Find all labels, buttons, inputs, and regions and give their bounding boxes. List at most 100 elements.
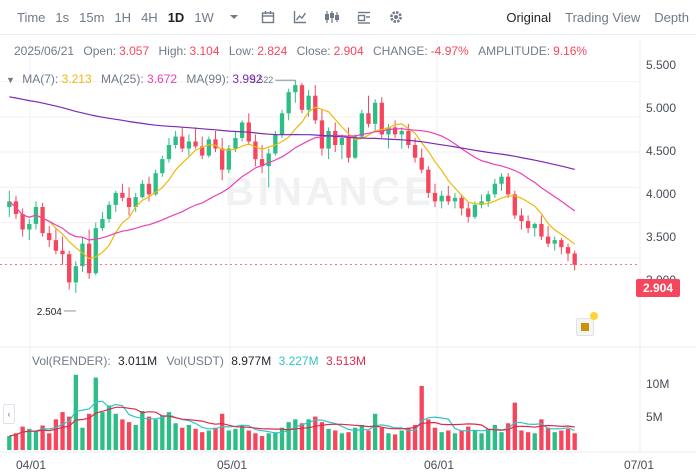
volume-bar bbox=[40, 425, 45, 450]
candle-body bbox=[266, 153, 271, 167]
volume-bar bbox=[33, 430, 39, 450]
volume-bar bbox=[80, 427, 85, 450]
volume-bar bbox=[412, 424, 418, 450]
layout-settings-icon[interactable] bbox=[353, 6, 375, 28]
candle-body bbox=[359, 113, 364, 137]
scroll-left-handle[interactable]: ‹ bbox=[3, 404, 15, 424]
candle-body bbox=[47, 233, 52, 241]
candle-body bbox=[120, 192, 125, 198]
candle-body bbox=[412, 145, 418, 158]
chart-toolbar: Time 1s 15m 1H 4H 1D 1W Original Trading… bbox=[0, 0, 696, 35]
candle-body bbox=[326, 130, 331, 149]
tab-original[interactable]: Original bbox=[506, 9, 552, 25]
volume-bar bbox=[13, 433, 19, 450]
notes-icon[interactable] bbox=[576, 318, 594, 336]
volume-bar bbox=[86, 413, 92, 450]
volume-bar bbox=[506, 423, 511, 450]
candle-body bbox=[519, 215, 524, 222]
volume-bar bbox=[359, 424, 364, 450]
volume-bar bbox=[479, 433, 484, 450]
high-marker-label: 5.522 bbox=[251, 75, 274, 85]
candlestick-type-icon[interactable] bbox=[321, 6, 343, 28]
interval-time[interactable]: Time bbox=[17, 9, 46, 25]
candle-body bbox=[333, 130, 338, 146]
volume-bar bbox=[565, 428, 571, 450]
interval-1h[interactable]: 1H bbox=[114, 9, 132, 25]
change-label: CHANGE: bbox=[373, 44, 428, 58]
volume-bar bbox=[120, 419, 125, 450]
volume-bar bbox=[47, 433, 52, 450]
volume-bar bbox=[559, 430, 564, 450]
high-value: 3.104 bbox=[189, 44, 220, 58]
last-price-tag: 2.904 bbox=[636, 279, 680, 297]
volume-bar bbox=[366, 430, 371, 450]
gear-icon[interactable] bbox=[385, 6, 407, 28]
candle-body bbox=[452, 197, 458, 202]
interval-1d[interactable]: 1D bbox=[167, 9, 185, 25]
volume-ma1-line bbox=[9, 400, 575, 437]
candle-body bbox=[60, 250, 65, 255]
low-marker-label: 2.504 bbox=[37, 307, 62, 318]
candle-body bbox=[213, 139, 218, 149]
tab-depth[interactable]: Depth bbox=[654, 9, 689, 25]
change-value: -4.97% bbox=[430, 44, 469, 58]
candle-body bbox=[559, 240, 564, 248]
close-label: Close: bbox=[296, 44, 331, 58]
volume-bar bbox=[426, 419, 431, 450]
volume-bar bbox=[339, 433, 345, 450]
ma25-value: 3.672 bbox=[147, 72, 178, 86]
volume-bar bbox=[27, 428, 32, 450]
candle-body bbox=[100, 218, 105, 229]
volume-usdt-value: 8.977M bbox=[231, 354, 272, 368]
candle-body bbox=[27, 223, 32, 230]
chart-grid bbox=[0, 40, 696, 453]
volume-bar bbox=[73, 374, 78, 450]
ma-toggle-icon[interactable]: ▼ bbox=[6, 75, 15, 85]
volume-bar bbox=[233, 428, 238, 450]
last-price-value: 2.904 bbox=[642, 281, 674, 295]
volume-bar bbox=[153, 419, 158, 450]
ma-info-row: ▼ MA(7): 3.213 MA(25): 3.672 MA(99): 3.9… bbox=[6, 72, 262, 86]
candle-body bbox=[419, 157, 424, 170]
volume-bar bbox=[432, 427, 438, 450]
date-tick: 04/01 bbox=[16, 458, 47, 472]
interval-1w[interactable]: 1W bbox=[194, 9, 214, 25]
volume-bar bbox=[146, 416, 152, 450]
candle-body bbox=[7, 201, 12, 208]
high-label: High: bbox=[158, 44, 187, 58]
volume-bar bbox=[306, 419, 311, 450]
interval-1s[interactable]: 1s bbox=[55, 9, 70, 25]
volume-bar bbox=[113, 413, 118, 450]
candle-body bbox=[472, 204, 478, 217]
calendar-icon[interactable] bbox=[257, 6, 279, 28]
volume-tick: 5M bbox=[646, 410, 663, 424]
candle-body bbox=[193, 141, 198, 147]
view-tabs: Original Trading View Depth bbox=[499, 0, 696, 34]
interval-more-dropdown-icon[interactable] bbox=[223, 6, 245, 28]
volume-bar bbox=[545, 427, 551, 450]
candle-body bbox=[299, 85, 305, 110]
volume-bar bbox=[525, 432, 531, 450]
info-date: 2025/06/21 bbox=[14, 44, 75, 58]
tab-trading-view[interactable]: Trading View bbox=[565, 9, 641, 25]
low-label: Low: bbox=[228, 44, 255, 58]
candle-body bbox=[259, 159, 265, 167]
volume-value: 3.011M bbox=[118, 354, 158, 368]
low-value: 2.824 bbox=[257, 44, 288, 58]
price-tick: 4.000 bbox=[646, 187, 677, 201]
interval-4h[interactable]: 4H bbox=[141, 9, 158, 25]
candle-body bbox=[512, 194, 517, 216]
volume-bar bbox=[293, 419, 298, 450]
candle-body bbox=[439, 195, 444, 202]
candle-body bbox=[226, 148, 231, 170]
candle-body bbox=[539, 223, 544, 237]
candle-body bbox=[339, 137, 345, 146]
candle-body bbox=[532, 223, 537, 229]
annotations: 5.522 2.504 bbox=[0, 75, 640, 318]
indicator-chart-icon[interactable] bbox=[289, 6, 311, 28]
volume-bar bbox=[106, 405, 112, 450]
interval-15m[interactable]: 15m bbox=[79, 9, 105, 25]
price-tick: 4.500 bbox=[646, 144, 677, 158]
price-axis-labels: 5.500 5.000 4.500 4.000 3.500 3.000 10M … bbox=[646, 0, 696, 472]
